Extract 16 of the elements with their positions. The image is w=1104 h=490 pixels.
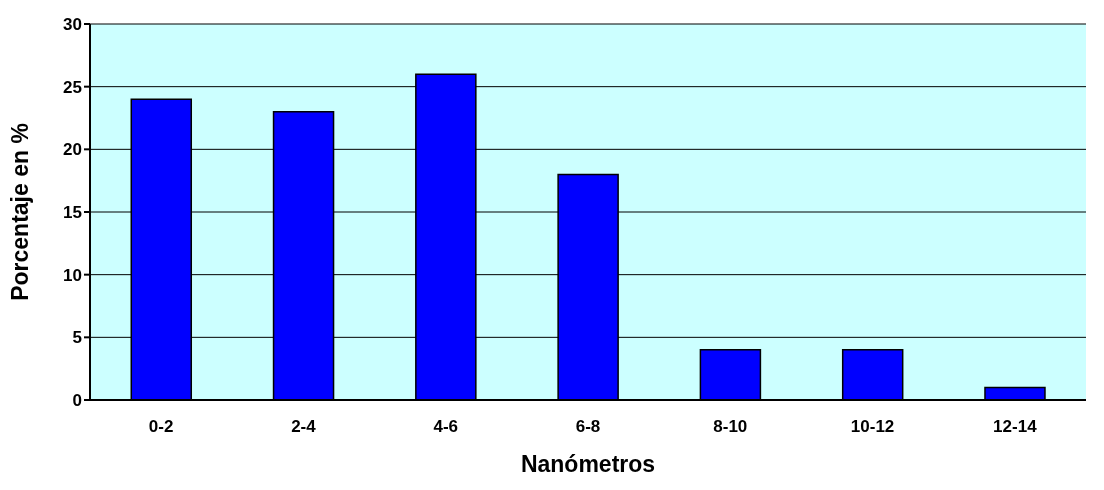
y-tick-label: 30 [63, 15, 82, 35]
y-tick-label: 15 [63, 203, 82, 223]
y-tick-label: 20 [63, 140, 82, 160]
y-axis-title: Porcentaje en % [7, 123, 34, 301]
y-tick-label: 10 [63, 265, 82, 285]
x-axis-title: Nanómetros [520, 451, 656, 477]
x-tick-label: 4-6 [433, 417, 458, 437]
x-tick-label: 6-8 [575, 417, 601, 437]
y-tick-label: 25 [63, 77, 82, 97]
y-tick-label: 0 [72, 391, 82, 411]
y-tick-label: 5 [72, 328, 82, 348]
x-tick-label: 12-14 [993, 417, 1038, 437]
x-tick-label: 8-10 [713, 417, 748, 437]
x-tick-label: 0-2 [148, 417, 174, 437]
x-tick-label: 2-4 [291, 417, 317, 437]
x-tick-label: 10-12 [850, 417, 895, 437]
